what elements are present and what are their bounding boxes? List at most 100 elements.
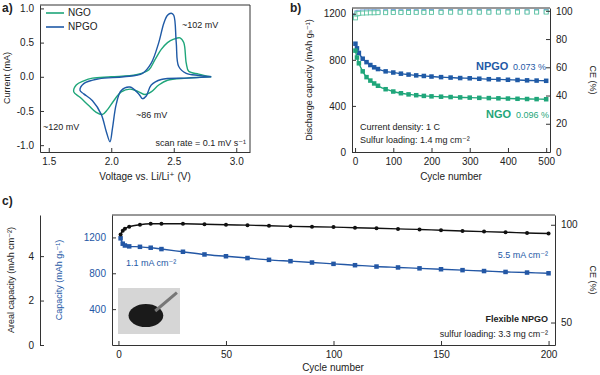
data-point	[461, 229, 465, 233]
tick-mark	[546, 96, 550, 97]
series-line	[355, 44, 546, 81]
data-point	[458, 76, 463, 81]
data-point	[376, 84, 381, 89]
data-point	[353, 226, 357, 230]
data-point	[391, 70, 396, 75]
y3-axis: 024	[28, 216, 44, 351]
data-point	[458, 95, 463, 100]
tick-mark	[508, 148, 509, 152]
tick-label: 100	[326, 349, 343, 360]
tick: -0.5	[17, 106, 44, 117]
data-point	[482, 269, 487, 274]
tick-label: 20	[556, 118, 568, 129]
data-point	[353, 41, 358, 46]
y2-axis-line	[550, 9, 551, 153]
tick: 4	[28, 251, 44, 262]
x-axis-line	[41, 152, 251, 153]
y-axis: 0 400 800 1200	[324, 8, 356, 157]
y-axis-line	[40, 6, 41, 153]
data-point	[467, 95, 472, 100]
data-point	[245, 223, 249, 227]
frame	[112, 215, 555, 216]
tick-label: 1.0	[20, 3, 34, 14]
data-point	[535, 10, 539, 14]
data-point	[407, 10, 411, 14]
tick: 0.5	[20, 37, 44, 48]
data-point	[267, 258, 272, 263]
data-point	[127, 244, 132, 249]
data-point	[525, 10, 529, 14]
tick: 300	[462, 148, 479, 167]
annotation: 1.1 mA cm⁻²	[126, 258, 176, 268]
series-line	[80, 13, 211, 142]
annotation: Current density: 1 C	[360, 122, 441, 132]
data-point	[376, 67, 381, 72]
y2-axis-title: CE (%)	[588, 266, 598, 295]
tick-label: 2.5	[167, 156, 181, 167]
tick-mark	[549, 341, 550, 345]
data-point	[399, 71, 404, 76]
tick-mark	[334, 341, 335, 345]
data-point	[396, 265, 401, 270]
tick-mark	[393, 148, 394, 152]
x-axis: 050100150200	[113, 341, 558, 360]
tick-mark	[40, 145, 44, 146]
tick: 400	[500, 148, 517, 167]
tick: 800	[329, 55, 356, 66]
legend-label: NGO	[68, 7, 91, 18]
y2-axis: 020406080100	[546, 6, 573, 158]
data-point	[487, 10, 491, 14]
tick: 2.5	[167, 148, 181, 167]
tick: 200	[424, 148, 441, 167]
data-point	[496, 10, 500, 14]
annotation: ~102 mV	[182, 20, 218, 30]
tick: 0	[546, 147, 562, 158]
legend-swatch	[46, 26, 64, 28]
tick-mark	[112, 309, 116, 310]
data-point	[391, 89, 396, 94]
data-point	[487, 77, 492, 82]
data-point	[422, 10, 426, 14]
tick: 80	[546, 34, 568, 45]
tick: 400	[89, 304, 116, 315]
data-point	[477, 10, 481, 14]
data-point	[414, 93, 419, 98]
data-point	[467, 76, 472, 81]
annotation: 0.096 %	[516, 110, 549, 120]
tick-label: 0.0	[20, 71, 34, 82]
data-point	[267, 224, 271, 228]
data-point	[360, 69, 365, 74]
tick-label: 400	[89, 304, 106, 315]
tick: 500	[538, 148, 555, 167]
data-point	[202, 252, 207, 257]
annotation: Flexible NPGO	[485, 314, 548, 324]
x-axis-title: Voltage vs. Li/Li⁺ (V)	[99, 171, 190, 182]
data-point	[414, 10, 418, 14]
tick: 20	[546, 118, 568, 129]
tick-label: 100	[385, 156, 402, 167]
legend-swatch	[46, 12, 64, 14]
tick-label: 400	[329, 101, 346, 112]
data-point	[383, 69, 388, 74]
tick-mark	[470, 148, 471, 152]
series-line	[121, 238, 549, 273]
tick-label: 0	[28, 340, 34, 351]
data-point	[477, 10, 481, 14]
tick: 1.0	[20, 3, 44, 14]
tick-mark	[118, 341, 119, 345]
data-point	[525, 78, 530, 83]
y-axis-title: Capacity (mAh gₛ⁻¹)	[54, 240, 64, 321]
data-point	[439, 94, 444, 99]
data-point	[138, 245, 143, 250]
tick-mark	[352, 152, 356, 153]
data-point	[357, 61, 362, 66]
tick: 0	[340, 147, 356, 158]
tick: 1200	[324, 8, 356, 19]
tick-mark	[352, 14, 356, 15]
data-point	[439, 10, 443, 14]
tick-label: 0	[116, 349, 122, 360]
legend: NGONPGO	[46, 7, 98, 32]
data-point	[374, 264, 379, 269]
tick: 2.0	[105, 148, 119, 167]
figure: 1.52.02.53.0-1.0-0.50.00.51.0a)Voltage v…	[0, 0, 600, 375]
